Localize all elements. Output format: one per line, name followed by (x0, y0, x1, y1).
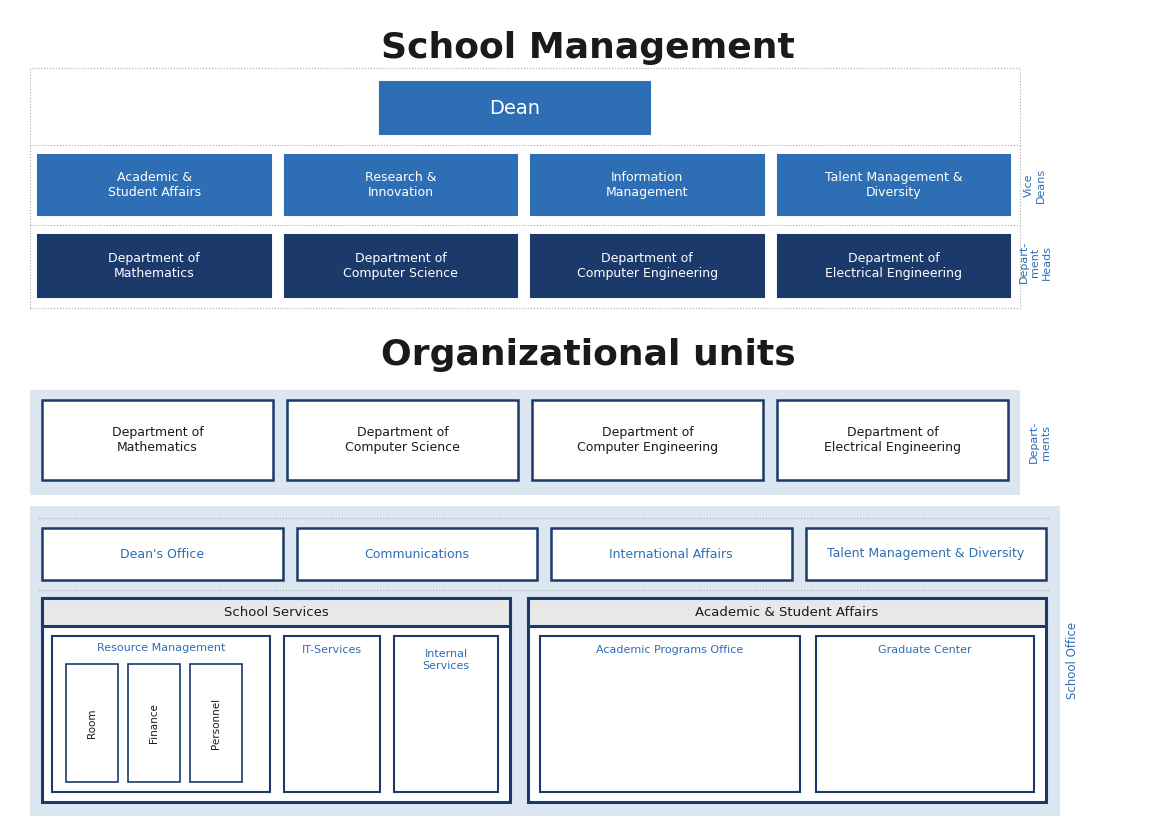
Text: Department of
Mathematics: Department of Mathematics (112, 426, 203, 454)
Text: Department of
Computer Engineering: Department of Computer Engineering (576, 252, 717, 280)
Text: Department of
Mathematics: Department of Mathematics (108, 252, 200, 280)
Bar (42, 598, 510, 802)
Text: Department of
Electrical Engineering: Department of Electrical Engineering (824, 426, 961, 454)
Bar (287, 400, 517, 480)
Bar (42, 400, 273, 480)
Text: Information
Management: Information Management (606, 171, 688, 199)
Text: Department of
Computer Science: Department of Computer Science (343, 252, 459, 280)
Bar (528, 598, 1045, 802)
Bar (31, 68, 1020, 308)
Bar (283, 636, 380, 792)
Text: Communications: Communications (365, 547, 469, 561)
Bar (532, 400, 763, 480)
Text: School Management: School Management (381, 31, 795, 65)
Text: Graduate Center: Graduate Center (878, 645, 971, 655)
Bar (540, 636, 800, 792)
Text: Personnel: Personnel (211, 697, 221, 749)
Bar (777, 235, 1010, 297)
Text: Department of
Computer Engineering: Department of Computer Engineering (577, 426, 719, 454)
Bar (31, 506, 1060, 816)
Bar (52, 636, 270, 792)
Bar (777, 155, 1010, 215)
Text: Room: Room (87, 708, 96, 738)
Bar (42, 598, 510, 626)
Text: International Affairs: International Affairs (609, 547, 733, 561)
Text: Internal
Services: Internal Services (422, 649, 469, 671)
Bar (38, 235, 270, 297)
Text: Department of
Electrical Engineering: Department of Electrical Engineering (826, 252, 962, 280)
Bar (128, 664, 180, 782)
Text: Research &
Innovation: Research & Innovation (365, 171, 436, 199)
Text: Depart-
ment
Heads: Depart- ment Heads (1018, 241, 1051, 283)
Text: Talent Management &
Diversity: Talent Management & Diversity (824, 171, 963, 199)
Text: Department of
Computer Science: Department of Computer Science (345, 426, 460, 454)
Bar (66, 664, 118, 782)
Bar (777, 400, 1008, 480)
Bar (285, 235, 517, 297)
Bar (532, 155, 763, 215)
Bar (380, 82, 650, 134)
Text: Academic Programs Office: Academic Programs Office (596, 645, 743, 655)
Bar (532, 235, 763, 297)
Text: Dean's Office: Dean's Office (120, 547, 205, 561)
Bar (806, 528, 1045, 580)
Text: Resource Management: Resource Management (96, 643, 225, 653)
Text: Dean: Dean (489, 98, 541, 117)
Text: School Services: School Services (223, 606, 328, 618)
Bar (191, 664, 242, 782)
Bar (38, 155, 270, 215)
Text: School Office: School Office (1065, 622, 1078, 699)
Text: IT-Services: IT-Services (302, 645, 362, 655)
Text: Depart-
ments: Depart- ments (1029, 421, 1051, 463)
Text: Talent Management & Diversity: Talent Management & Diversity (827, 547, 1024, 561)
Text: Vice
Deans: Vice Deans (1024, 167, 1045, 202)
Bar (296, 528, 537, 580)
Bar (552, 528, 791, 580)
Text: Academic & Student Affairs: Academic & Student Affairs (695, 606, 878, 618)
Bar (528, 598, 1045, 626)
Text: Finance: Finance (149, 703, 159, 743)
Bar (816, 636, 1034, 792)
Bar (42, 528, 282, 580)
Bar (31, 390, 1020, 495)
Text: Organizational units: Organizational units (381, 338, 795, 372)
Bar (394, 636, 497, 792)
Bar (285, 155, 517, 215)
Text: Academic &
Student Affairs: Academic & Student Affairs (108, 171, 201, 199)
